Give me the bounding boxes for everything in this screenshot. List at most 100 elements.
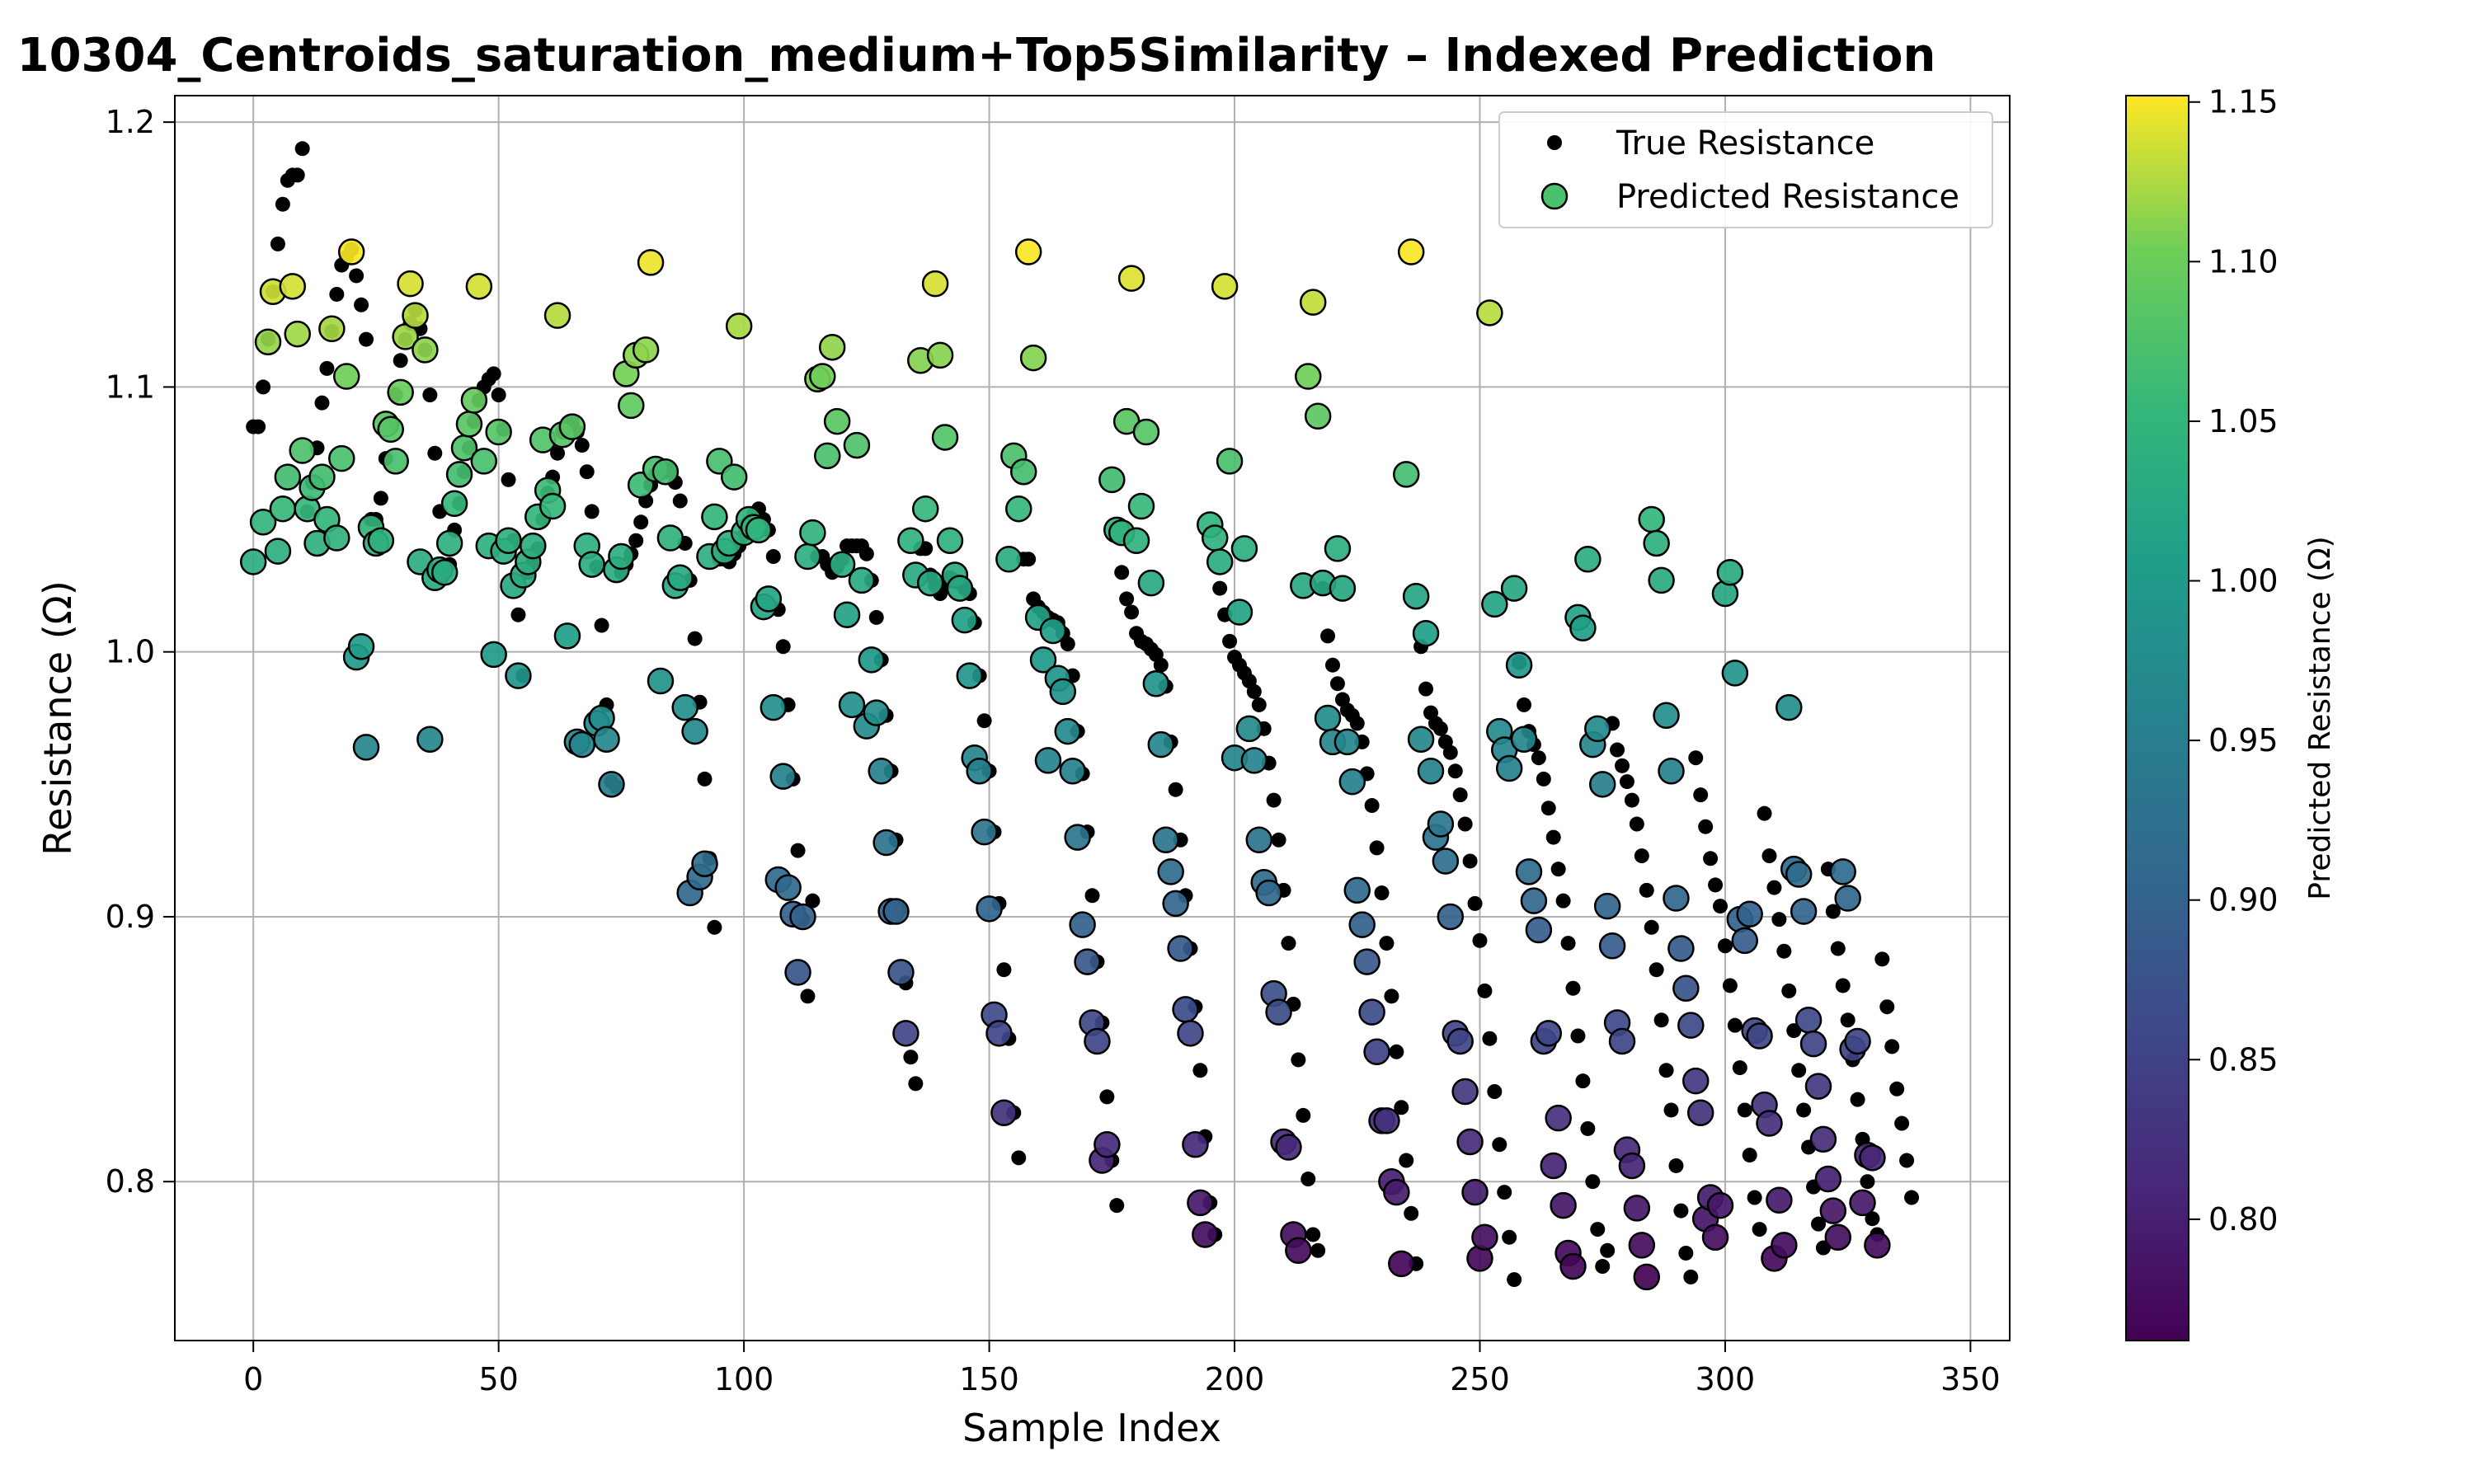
predicted-resistance-point: [1731, 927, 1758, 955]
true-resistance-point: [584, 504, 600, 519]
true-resistance-point: [1281, 936, 1296, 951]
predicted-resistance-point: [1029, 646, 1057, 674]
true-resistance-point: [1653, 1012, 1669, 1028]
true-resistance-point: [1467, 895, 1483, 911]
true-resistance-point: [1663, 1102, 1679, 1118]
true-resistance-point: [1600, 1242, 1616, 1258]
predicted-resistance-point: [1574, 545, 1602, 573]
true-resistance-point: [1570, 1028, 1586, 1044]
predicted-resistance-point: [666, 564, 694, 591]
predicted-resistance-point: [1667, 935, 1695, 962]
true-resistance-point: [858, 546, 874, 561]
x-axis-title: Sample Index: [962, 1406, 1221, 1450]
predicted-resistance-point: [1505, 651, 1533, 679]
predicted-resistance-point: [946, 575, 974, 602]
predicted-resistance-point: [789, 903, 816, 931]
true-resistance-point: [1703, 851, 1719, 866]
predicted-resistance-point: [539, 492, 567, 520]
predicted-resistance-point: [1799, 1030, 1827, 1058]
predicted-resistance-point: [1084, 1027, 1111, 1055]
predicted-resistance-point: [608, 542, 635, 571]
true-resistance-point: [359, 331, 374, 347]
predicted-resistance-point: [284, 320, 311, 348]
true-resistance-point: [697, 771, 713, 787]
true-resistance-point: [1084, 888, 1100, 904]
true-resistance-point: [1889, 1081, 1905, 1097]
true-resistance-point: [800, 989, 816, 1004]
predicted-resistance-point: [1187, 1189, 1214, 1217]
predicted-resistance-point: [1608, 1027, 1636, 1055]
predicted-resistance-point: [264, 538, 292, 565]
true-resistance-point: [805, 893, 821, 909]
predicted-resistance-point: [465, 273, 493, 300]
true-resistance-point: [628, 533, 644, 548]
predicted-resistance-point: [1790, 898, 1818, 925]
predicted-resistance-point: [1510, 726, 1538, 753]
true-resistance-point: [1727, 1017, 1743, 1033]
colorbar-tick-label: 0.80: [2208, 1201, 2279, 1237]
predicted-resistance-point: [1633, 1263, 1661, 1291]
y-tick-label: 0.9: [106, 899, 155, 935]
true-resistance-point: [510, 607, 526, 622]
predicted-resistance-point: [1716, 559, 1744, 586]
predicted-resistance-point: [249, 509, 277, 536]
predicted-resistance-point: [1206, 548, 1234, 575]
predicted-resistance-point: [976, 895, 1003, 923]
predicted-resistance-point: [1343, 876, 1371, 904]
predicted-resistance-point: [863, 699, 890, 726]
predicted-resistance-point: [1348, 911, 1376, 938]
true-resistance-point: [1477, 983, 1493, 998]
predicted-resistance-point: [1314, 704, 1342, 732]
predicted-resistance-point: [318, 315, 346, 342]
true-resistance-point: [1109, 1198, 1125, 1214]
predicted-resistance-point: [430, 559, 459, 586]
true-resistance-point: [1482, 1031, 1498, 1046]
true-resistance-point: [1791, 1063, 1807, 1078]
predicted-resistance-point: [1476, 299, 1503, 326]
predicted-resistance-point: [1686, 1099, 1714, 1126]
true-resistance-point: [1432, 721, 1448, 736]
true-resistance-point: [1629, 816, 1644, 832]
predicted-resistance-point: [367, 527, 395, 554]
true-resistance-point: [1776, 943, 1792, 959]
predicted-resistance-point: [485, 418, 512, 446]
y-tick-label: 1.1: [106, 369, 155, 405]
true-resistance-point: [908, 1076, 924, 1092]
true-resistance-point: [1487, 1084, 1503, 1099]
true-resistance-point: [1153, 657, 1169, 673]
true-resistance-point: [1369, 840, 1385, 856]
predicted-resistance-points: [239, 238, 1891, 1291]
predicted-resistance-point: [1333, 728, 1362, 756]
predicted-resistance-point: [1014, 238, 1042, 265]
colorbar-ticks: 0.80 0.85 0.90 0.95 1.00 1.05 1.10 1.15: [2189, 84, 2279, 1237]
predicted-resistance-point: [1672, 974, 1700, 1002]
predicted-resistance-point: [1569, 614, 1597, 642]
true-resistance-point: [1722, 978, 1738, 993]
predicted-resistance-point: [1446, 1027, 1474, 1055]
predicted-resistance-point: [926, 341, 954, 369]
true-resistance-point: [1251, 697, 1267, 712]
predicted-resistance-point: [1746, 1022, 1773, 1050]
true-resistance-point: [1399, 1153, 1414, 1168]
true-resistance-point: [373, 491, 388, 506]
true-resistance-point: [1879, 999, 1895, 1015]
true-resistance-point: [1781, 983, 1797, 998]
true-resistance-point: [1590, 1222, 1606, 1237]
predicted-resistance-point: [1353, 948, 1380, 975]
true-resistance-point: [1531, 750, 1546, 766]
chart-title: 10304_Centroids_saturation_medium+Top5Si…: [17, 29, 1936, 82]
true-resistance-point: [1717, 938, 1733, 954]
predicted-resistance-point: [872, 829, 900, 857]
true-resistance-point: [256, 379, 271, 395]
predicted-resistance-point: [1117, 265, 1145, 292]
true-resistance-point: [1624, 792, 1639, 808]
predicted-resistance-point: [1432, 848, 1460, 875]
predicted-resistance-point: [985, 1020, 1013, 1047]
true-resistance-point: [1060, 636, 1075, 652]
predicted-resistance-point: [1804, 1073, 1832, 1100]
predicted-resistance-point: [838, 691, 866, 719]
predicted-resistance-point: [1471, 1223, 1498, 1251]
plot-frame: [174, 95, 2011, 1341]
true-resistance-point: [1761, 848, 1777, 864]
predicted-resistance-point: [553, 622, 581, 650]
